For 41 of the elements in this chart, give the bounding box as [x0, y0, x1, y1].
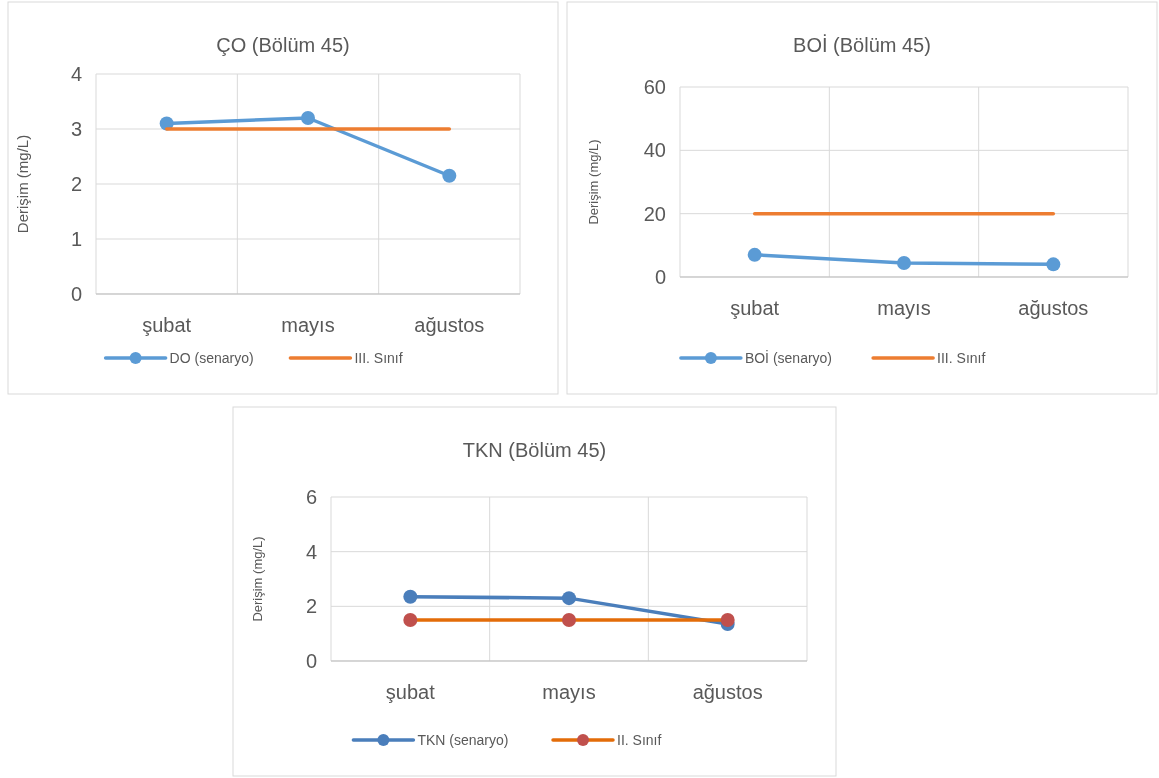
chart-title: BOİ (Bölüm 45) — [793, 34, 931, 56]
x-tick-label: mayıs — [281, 314, 335, 336]
y-tick-label: 2 — [70, 173, 82, 195]
y-tick-label: 20 — [643, 202, 666, 225]
x-tick-label: ağustos — [414, 314, 485, 336]
y-axis-title: Derişim (mg/L) — [250, 536, 265, 622]
y-tick-label: 2 — [305, 595, 317, 618]
y-axis-title: Derişim (mg/L) — [586, 139, 601, 225]
legend-label: III. Sınıf — [937, 349, 986, 366]
x-tick-label: mayıs — [542, 681, 596, 703]
legend-label: III. Sınıf — [354, 349, 403, 366]
point — [301, 111, 315, 125]
x-tick-label: şubat — [730, 297, 780, 319]
y-tick-label: 4 — [70, 63, 82, 85]
x-tick-label: ağustos — [1018, 297, 1089, 319]
point — [562, 591, 576, 606]
x-tick-label: ağustos — [692, 681, 763, 703]
y-tick-label: 40 — [643, 139, 666, 162]
point — [562, 613, 576, 627]
x-tick-label: şubat — [385, 681, 436, 703]
legend-label: BOİ (senaryo) — [744, 348, 833, 366]
x-tick-label: mayıs — [877, 297, 931, 319]
point — [442, 168, 457, 183]
point — [403, 589, 418, 604]
point — [403, 613, 418, 627]
y-tick-label: 6 — [305, 486, 317, 508]
x-tick-label: şubat — [142, 314, 192, 336]
y-tick-label: 1 — [70, 228, 82, 250]
y-axis-title: Derişim (mg/L) — [14, 134, 31, 234]
legend-label: TKN (senaryo) — [417, 731, 509, 748]
y-tick-label: 0 — [70, 283, 82, 305]
y-tick-label: 60 — [643, 76, 666, 98]
y-tick-label: 3 — [70, 118, 82, 140]
legend-label: II. Sınıf — [617, 731, 662, 748]
y-tick-label: 0 — [305, 650, 317, 672]
y-tick-label: 0 — [654, 266, 666, 288]
legend-label: DO (senaryo) — [169, 349, 254, 366]
point — [720, 613, 735, 627]
chart-title: TKN (Bölüm 45) — [462, 439, 607, 461]
chart-title: ÇO (Bölüm 45) — [216, 34, 350, 56]
y-tick-label: 4 — [305, 540, 317, 563]
